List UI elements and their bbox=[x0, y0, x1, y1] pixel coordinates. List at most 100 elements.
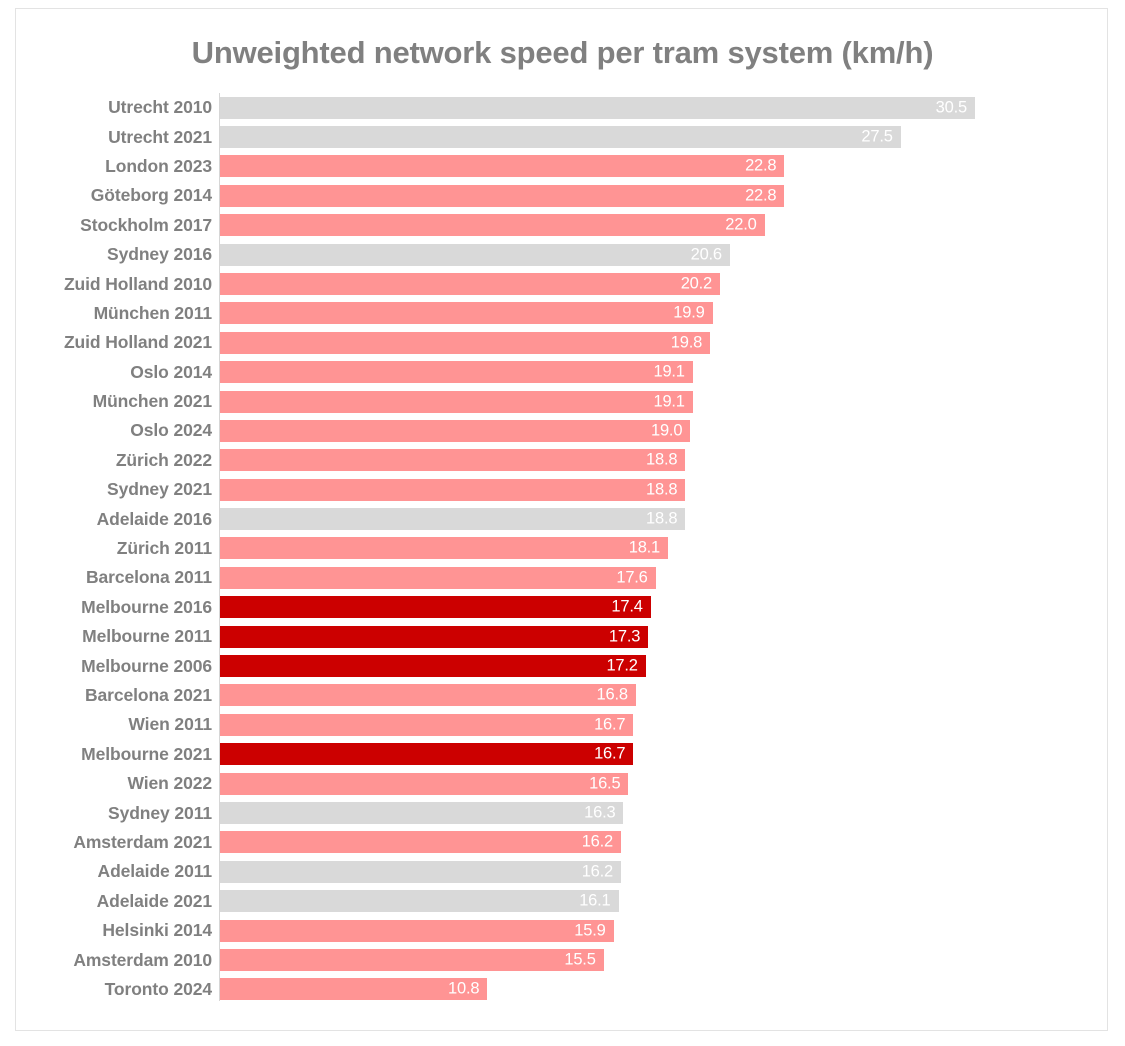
bar-container: 30.5 bbox=[220, 96, 975, 119]
category-label: London 2023 bbox=[105, 155, 212, 176]
bar-row: Melbourne 2021 16.7 bbox=[16, 740, 1109, 769]
category-label: Göteborg 2014 bbox=[90, 185, 212, 206]
bar-value-label: 15.5 bbox=[564, 950, 596, 969]
bar: 22.0 bbox=[220, 214, 765, 237]
bar-row: Melbourne 2011 17.3 bbox=[16, 622, 1109, 651]
bar-container: 22.8 bbox=[220, 184, 785, 207]
bar: 16.7 bbox=[220, 743, 634, 766]
bar-rows: Utrecht 2010 30.5 Utrecht 2021 27.5 London 2… bbox=[16, 93, 1109, 1004]
bar: 19.1 bbox=[220, 361, 693, 384]
bar: 17.4 bbox=[220, 596, 651, 619]
bar-value-label: 19.0 bbox=[650, 421, 683, 440]
bar: 16.1 bbox=[220, 890, 619, 913]
bar-container: 19.8 bbox=[220, 331, 711, 354]
bar-row: Göteborg 2014 22.8 bbox=[16, 181, 1109, 210]
bar-chart-plot-area: Utrecht 2010 30.5 Utrecht 2021 27.5 London 2… bbox=[16, 93, 1109, 1013]
bar-value-label: 22.8 bbox=[745, 156, 777, 175]
bar-value-label: 16.3 bbox=[584, 803, 616, 822]
bar-row: Adelaide 2011 16.2 bbox=[16, 857, 1109, 886]
bar-value-label: 22.0 bbox=[725, 215, 757, 234]
bar: 18.8 bbox=[220, 449, 686, 472]
bar: 16.3 bbox=[220, 801, 624, 824]
bar-value-label: 22.8 bbox=[745, 186, 777, 205]
category-label: Utrecht 2010 bbox=[108, 97, 212, 118]
bar-container: 16.5 bbox=[220, 772, 629, 795]
bar-container: 16.3 bbox=[220, 801, 624, 824]
bar-row: London 2023 22.8 bbox=[16, 152, 1109, 181]
category-label: München 2011 bbox=[93, 302, 213, 323]
bar-row: München 2021 19.1 bbox=[16, 387, 1109, 416]
bar-container: 18.8 bbox=[220, 449, 686, 472]
bar-value-label: 16.2 bbox=[581, 862, 614, 881]
bar-row: Melbourne 2006 17.2 bbox=[16, 651, 1109, 680]
bar: 19.8 bbox=[220, 331, 711, 354]
bar-container: 16.7 bbox=[220, 713, 634, 736]
bar-row: Oslo 2014 19.1 bbox=[16, 358, 1109, 387]
category-label: Stockholm 2017 bbox=[80, 214, 212, 235]
bar: 27.5 bbox=[220, 125, 901, 148]
bar-row: Melbourne 2016 17.4 bbox=[16, 593, 1109, 622]
chart-title: Unweighted network speed per tram system… bbox=[191, 35, 934, 70]
category-label: Adelaide 2016 bbox=[96, 508, 213, 529]
bar-row: Barcelona 2021 16.8 bbox=[16, 681, 1109, 710]
category-label: Zürich 2011 bbox=[116, 538, 212, 559]
bar-row: München 2011 19.9 bbox=[16, 299, 1109, 328]
category-label: Melbourne 2016 bbox=[81, 596, 212, 617]
bar-row: Wien 2022 16.5 bbox=[16, 769, 1109, 798]
bar: 30.5 bbox=[220, 96, 975, 119]
bar-row: Helsinki 2014 15.9 bbox=[16, 916, 1109, 945]
bar-container: 18.8 bbox=[220, 478, 686, 501]
category-label: Zuid Holland 2021 bbox=[63, 332, 212, 353]
bar: 18.1 bbox=[220, 537, 669, 560]
bar: 18.8 bbox=[220, 478, 686, 501]
bar: 20.6 bbox=[220, 243, 730, 266]
bar: 17.2 bbox=[220, 655, 646, 678]
category-label: Oslo 2014 bbox=[130, 361, 212, 382]
bar-row: Oslo 2024 19.0 bbox=[16, 416, 1109, 445]
bar: 19.1 bbox=[220, 390, 693, 413]
category-label: Wien 2022 bbox=[127, 773, 212, 794]
bar-container: 17.6 bbox=[220, 566, 656, 589]
bar: 19.9 bbox=[220, 302, 713, 325]
bar: 16.2 bbox=[220, 860, 622, 883]
bar-row: Amsterdam 2010 15.5 bbox=[16, 945, 1109, 974]
bar-row: Adelaide 2016 18.8 bbox=[16, 504, 1109, 533]
bar-value-label: 16.2 bbox=[581, 832, 614, 851]
bar-value-label: 18.8 bbox=[646, 509, 678, 528]
bar-value-label: 17.4 bbox=[611, 597, 643, 616]
bar-container: 20.2 bbox=[220, 272, 721, 295]
bar-row: Zuid Holland 2010 20.2 bbox=[16, 269, 1109, 298]
bar-row: Zuid Holland 2021 19.8 bbox=[16, 328, 1109, 357]
bar-value-label: 27.5 bbox=[861, 127, 893, 146]
bar: 22.8 bbox=[220, 184, 785, 207]
bar-value-label: 30.5 bbox=[935, 98, 968, 117]
bar-value-label: 19.8 bbox=[670, 333, 703, 352]
category-label: Toronto 2024 bbox=[104, 978, 212, 999]
category-label: München 2021 bbox=[92, 391, 213, 412]
category-label: Melbourne 2011 bbox=[82, 626, 212, 647]
bar-value-label: 17.3 bbox=[608, 627, 641, 646]
bar-value-label: 20.2 bbox=[680, 274, 713, 293]
category-label: Oslo 2024 bbox=[130, 420, 212, 441]
category-label: Sydney 2011 bbox=[108, 802, 212, 823]
bar-container: 15.5 bbox=[220, 948, 604, 971]
category-label: Sydney 2016 bbox=[107, 244, 212, 265]
bar-row: Adelaide 2021 16.1 bbox=[16, 887, 1109, 916]
bar-row: Amsterdam 2021 16.2 bbox=[16, 828, 1109, 857]
bar-row: Zürich 2022 18.8 bbox=[16, 446, 1109, 475]
category-axis-line bbox=[219, 93, 220, 1001]
bar-value-label: 17.6 bbox=[616, 568, 648, 587]
bar: 17.6 bbox=[220, 566, 656, 589]
category-label: Barcelona 2011 bbox=[85, 567, 212, 588]
bar-container: 22.0 bbox=[220, 214, 765, 237]
bar-container: 16.1 bbox=[220, 890, 619, 913]
bar: 16.5 bbox=[220, 772, 629, 795]
bar-container: 10.8 bbox=[220, 978, 488, 1001]
bar-row: Wien 2011 16.7 bbox=[16, 710, 1109, 739]
chart-frame: Unweighted network speed per tram system… bbox=[15, 8, 1108, 1031]
bar-row: Sydney 2016 20.6 bbox=[16, 240, 1109, 269]
category-label: Amsterdam 2021 bbox=[73, 831, 212, 852]
bar-container: 16.8 bbox=[220, 684, 636, 707]
bar-container: 19.0 bbox=[220, 419, 691, 442]
category-label: Utrecht 2021 bbox=[108, 126, 212, 147]
